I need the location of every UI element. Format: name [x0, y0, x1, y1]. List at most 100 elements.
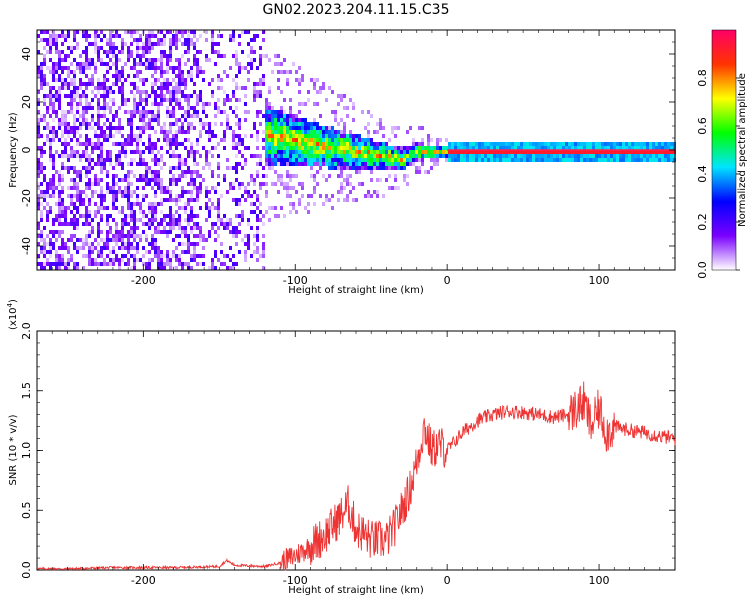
- spectrogram-cell: [49, 106, 52, 110]
- spectrogram-cell: [361, 142, 364, 146]
- spectrogram-cell: [145, 102, 148, 106]
- spectrogram-cell: [244, 242, 247, 246]
- spectrogram-cell: [304, 162, 307, 166]
- spectrogram-cell: [271, 166, 274, 170]
- spectrogram-cell: [163, 122, 166, 126]
- spectrogram-cell: [181, 142, 184, 146]
- spectrogram-cell: [166, 214, 169, 218]
- spectrogram-cell: [340, 186, 343, 190]
- spectrogram-cell: [370, 114, 373, 118]
- spectrogram-cell: [256, 238, 259, 242]
- spectrogram-cell: [136, 50, 139, 54]
- spectrogram-cell: [241, 218, 244, 222]
- spectrogram-cell: [244, 118, 247, 122]
- spectrogram-cell: [280, 134, 283, 138]
- spectrogram-cell: [139, 202, 142, 206]
- spectrogram-cell: [529, 150, 532, 154]
- spectrogram-cell: [103, 106, 106, 110]
- spectrogram-cell: [658, 142, 661, 146]
- spectrogram-cell: [244, 66, 247, 70]
- spectrogram-cell: [187, 198, 190, 202]
- spectrogram-cell: [85, 46, 88, 50]
- spectrogram-cell: [187, 262, 190, 266]
- spectrogram-cell: [91, 258, 94, 262]
- spectrogram-cell: [115, 258, 118, 262]
- spectrogram-cell: [112, 54, 115, 58]
- spectrogram-cell: [49, 46, 52, 50]
- spectrogram-cell: [661, 146, 664, 150]
- spectrogram-cell: [142, 90, 145, 94]
- spectrogram-cell: [217, 78, 220, 82]
- spectrogram-cell: [58, 254, 61, 258]
- spectrogram-cell: [97, 126, 100, 130]
- spectrogram-cell: [127, 162, 130, 166]
- spectrogram-cell: [193, 258, 196, 262]
- spectrogram-cell: [172, 122, 175, 126]
- spectrogram-cell: [133, 226, 136, 230]
- spectrogram-cell: [130, 226, 133, 230]
- spectrogram-cell: [178, 194, 181, 198]
- spectrogram-cell: [145, 234, 148, 238]
- spectrogram-cell: [73, 130, 76, 134]
- spectrogram-cell: [151, 150, 154, 154]
- spectrogram-cell: [256, 130, 259, 134]
- spectrogram-cell: [307, 126, 310, 130]
- spectrogram-cell: [346, 158, 349, 162]
- spectrogram-cell: [49, 158, 52, 162]
- spectrogram-cell: [412, 142, 415, 146]
- spectrogram-cell: [667, 154, 670, 158]
- spectrogram-cell: [547, 154, 550, 158]
- spectrogram-cell: [379, 142, 382, 146]
- spectrogram-cell: [262, 38, 265, 42]
- spectrogram-cell: [100, 218, 103, 222]
- spectrogram-cell: [385, 158, 388, 162]
- spectrogram-cell: [64, 54, 67, 58]
- spectrogram-cell: [544, 158, 547, 162]
- spectrogram-cell: [166, 98, 169, 102]
- spectrogram-cell: [121, 222, 124, 226]
- spectrogram-cell: [214, 230, 217, 234]
- spectrogram-cell: [163, 70, 166, 74]
- spectrogram-cell: [262, 82, 265, 86]
- spectrogram-cell: [292, 158, 295, 162]
- spectrogram-cell: [85, 138, 88, 142]
- spectrogram-cell: [160, 210, 163, 214]
- spectrogram-cell: [136, 54, 139, 58]
- spectrogram-cell: [127, 138, 130, 142]
- spectrogram-cell: [382, 166, 385, 170]
- spectrogram-cell: [490, 154, 493, 158]
- spectrogram-cell: [76, 222, 79, 226]
- spectrogram-cell: [112, 114, 115, 118]
- spectrogram-cell: [346, 198, 349, 202]
- spectrogram-cell: [268, 158, 271, 162]
- spectrogram-cell: [211, 50, 214, 54]
- spectrogram-cell: [181, 70, 184, 74]
- spectrogram-cell: [133, 134, 136, 138]
- colorbar-tick-label: 0.0: [696, 261, 709, 279]
- spectrogram-cell: [58, 66, 61, 70]
- spectrogram-cell: [616, 158, 619, 162]
- spectrogram-cell: [295, 150, 298, 154]
- spectrogram-cell: [169, 146, 172, 150]
- spectrogram-cell: [592, 158, 595, 162]
- spectrogram-cell: [133, 30, 136, 34]
- spectrogram-cell: [97, 106, 100, 110]
- spectrogram-cell: [349, 98, 352, 102]
- spectrogram-cell: [127, 190, 130, 194]
- spectrogram-cell: [337, 154, 340, 158]
- spectrogram-cell: [382, 154, 385, 158]
- spectrogram-cell: [154, 158, 157, 162]
- spectrogram-cell: [232, 198, 235, 202]
- spectrogram-cell: [73, 218, 76, 222]
- spectrogram-cell: [46, 42, 49, 46]
- spectrogram-cell: [43, 242, 46, 246]
- spectrogram-cell: [184, 262, 187, 266]
- spectrogram-cell: [88, 138, 91, 142]
- spectrogram-cell: [184, 130, 187, 134]
- spectrogram-cell: [118, 34, 121, 38]
- spectrogram-cell: [301, 74, 304, 78]
- spectrogram-cell: [148, 138, 151, 142]
- spectrogram-cell: [367, 134, 370, 138]
- spectrogram-cell: [127, 98, 130, 102]
- spectrogram-cell: [274, 54, 277, 58]
